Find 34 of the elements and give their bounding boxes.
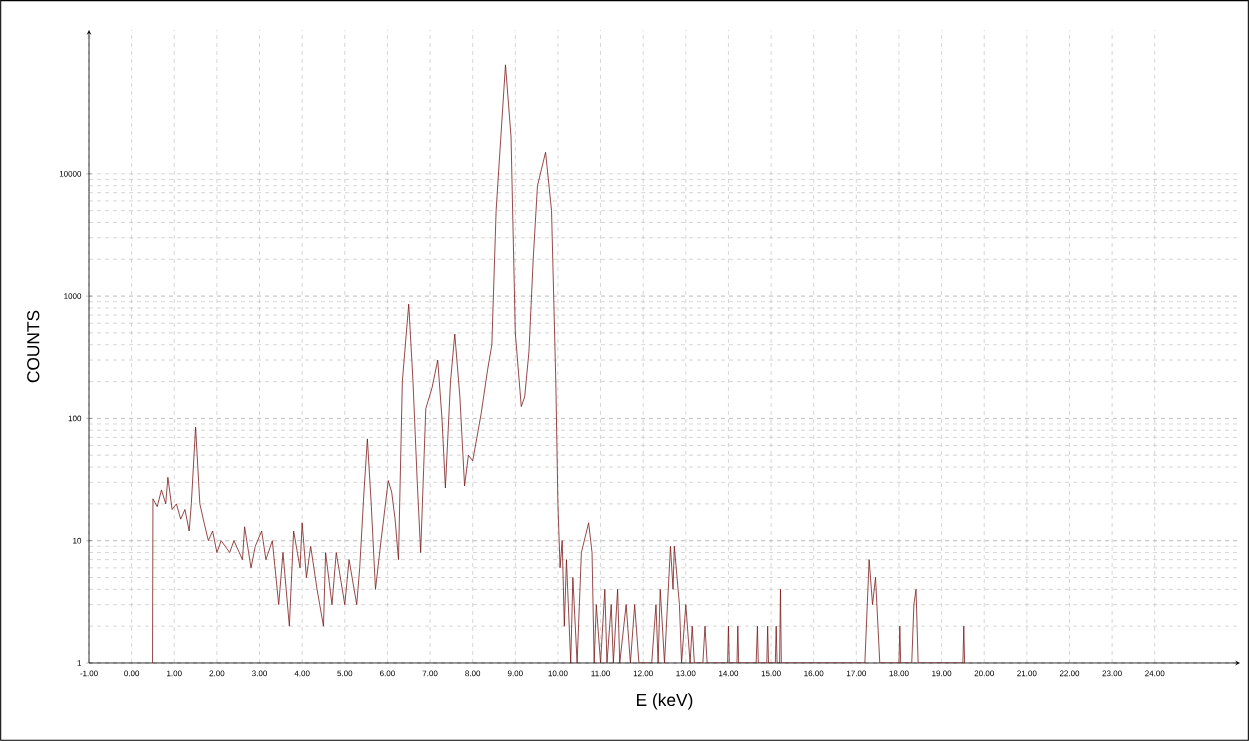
y-axis-title: COUNTS — [27, 310, 40, 383]
x-tick-label: 5.00 — [337, 670, 353, 677]
x-tick-label: 1.00 — [167, 670, 182, 677]
x-tick-label: 9.00 — [507, 670, 523, 677]
x-tick-label: 16.00 — [804, 670, 824, 677]
x-tick-label: 13.00 — [676, 670, 696, 677]
x-tick-label: 10.00 — [548, 670, 568, 677]
x-tick-label: 11.00 — [591, 670, 610, 677]
x-tick-label: 7.00 — [422, 670, 438, 677]
x-tick-label: 15.00 — [761, 670, 781, 677]
y-tick-label: 1000 — [64, 293, 82, 299]
x-tick-label: 19.00 — [932, 670, 952, 677]
x-tick-label: 6.00 — [380, 670, 395, 677]
x-tick-label: 2.00 — [209, 670, 225, 677]
x-axis-title: E (keV) — [637, 693, 693, 710]
x-tick-label: 4.00 — [294, 670, 310, 677]
x-tick-label: 23.00 — [1102, 670, 1122, 677]
x-tick-label: 21.00 — [1017, 670, 1037, 677]
x-tick-label: 22.00 — [1059, 670, 1080, 677]
x-tick-label: 20.00 — [974, 670, 994, 677]
y-tick-label: 10000 — [59, 170, 82, 177]
x-tick-label: 0.00 — [124, 670, 140, 677]
x-tick-label: 18.00 — [889, 670, 909, 677]
x-tick-label: 12.00 — [633, 670, 653, 677]
x-tick-label: 24.00 — [1145, 670, 1165, 677]
x-tick-label: 14.00 — [719, 670, 739, 677]
x-tick-label: 17.00 — [846, 670, 867, 677]
y-tick-label: 10 — [73, 537, 82, 544]
y-tick-label: 100 — [68, 415, 82, 422]
x-tick-label: 8.00 — [465, 670, 481, 677]
x-tick-label: -1.00 — [80, 670, 98, 677]
x-tick-label: 3.00 — [252, 670, 267, 677]
y-tick-label: 1 — [77, 660, 82, 666]
line-series — [152, 64, 966, 663]
